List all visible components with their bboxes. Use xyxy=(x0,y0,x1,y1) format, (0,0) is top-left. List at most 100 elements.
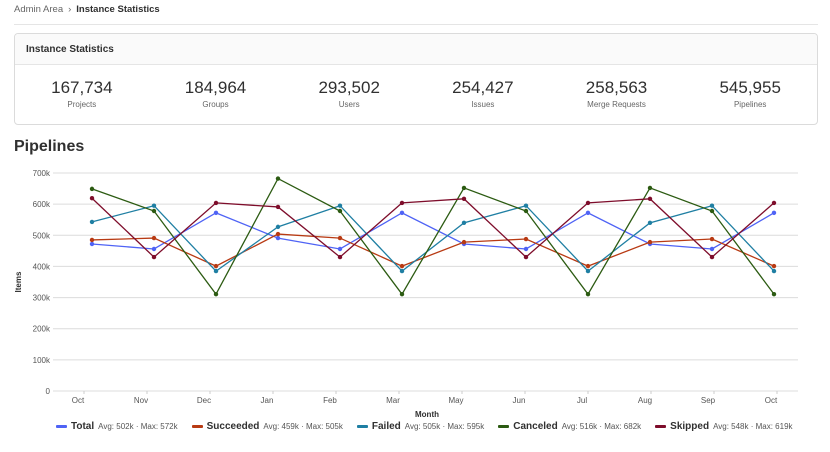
y-tick-label: 500k xyxy=(33,231,51,240)
stat-value: 545,955 xyxy=(719,78,781,97)
data-point[interactable] xyxy=(275,204,281,210)
data-point[interactable] xyxy=(523,236,529,242)
x-tick-label: Jan xyxy=(261,396,274,405)
data-point[interactable] xyxy=(399,210,405,216)
x-tick-label: Jun xyxy=(513,396,526,405)
stat-merge-requests: 258,563 Merge Requests xyxy=(550,78,684,109)
data-point[interactable] xyxy=(709,203,715,208)
series-line xyxy=(91,233,775,267)
data-point[interactable] xyxy=(399,291,405,297)
data-point[interactable] xyxy=(461,220,467,226)
data-point[interactable] xyxy=(337,208,343,214)
data-point[interactable] xyxy=(213,268,219,274)
data-point[interactable] xyxy=(89,196,95,201)
data-point[interactable] xyxy=(647,185,653,191)
series-failed xyxy=(89,203,777,274)
legend-item-failed[interactable]: Failed Avg: 505k · Max: 595k xyxy=(356,421,484,432)
breadcrumb-separator: › xyxy=(68,4,72,15)
data-point[interactable] xyxy=(337,203,343,208)
chart-legend: Total Avg: 502k · Max: 572k Succeeded Avg: … xyxy=(56,421,793,432)
data-point[interactable] xyxy=(151,203,157,208)
x-tick-label: Dec xyxy=(197,396,211,405)
data-point[interactable] xyxy=(399,268,405,274)
data-point[interactable] xyxy=(337,246,343,252)
stat-groups: 184,964 Groups xyxy=(149,78,283,109)
data-point[interactable] xyxy=(647,239,653,245)
legend-item-succeeded[interactable]: Succeeded Avg: 459k · Max: 505k xyxy=(191,421,343,432)
stat-label: Pipelines xyxy=(733,100,767,109)
data-point[interactable] xyxy=(399,200,405,206)
data-point[interactable] xyxy=(523,246,529,252)
data-point[interactable] xyxy=(647,220,653,226)
legend-name: Succeeded xyxy=(206,421,260,432)
data-point[interactable] xyxy=(275,176,281,181)
stat-value: 167,734 xyxy=(51,78,113,97)
data-point[interactable] xyxy=(337,235,343,241)
series-line xyxy=(91,197,775,258)
stat-label: Projects xyxy=(67,100,97,109)
data-point[interactable] xyxy=(523,203,529,208)
y-tick-label: 600k xyxy=(33,200,51,209)
data-point[interactable] xyxy=(151,208,157,214)
breadcrumb: Admin Area › Instance Statistics xyxy=(14,4,160,15)
legend-swatch xyxy=(356,425,368,428)
data-point[interactable] xyxy=(399,263,405,269)
data-point[interactable] xyxy=(709,236,715,242)
data-point[interactable] xyxy=(647,196,653,202)
data-point[interactable] xyxy=(89,241,95,247)
data-point[interactable] xyxy=(709,254,715,260)
legend-name: Canceled xyxy=(513,421,558,432)
data-point[interactable] xyxy=(213,200,219,206)
stat-value: 254,427 xyxy=(452,78,514,97)
stat-projects: 167,734 Projects xyxy=(15,78,149,109)
data-point[interactable] xyxy=(585,291,591,297)
data-point[interactable] xyxy=(89,237,95,243)
x-tick-label: Mar xyxy=(386,396,400,405)
legend-item-total[interactable]: Total Avg: 502k · Max: 572k xyxy=(56,421,178,432)
data-point[interactable] xyxy=(213,291,219,297)
data-point[interactable] xyxy=(213,210,219,216)
x-tick-label: Feb xyxy=(323,396,337,405)
series-line xyxy=(91,212,775,250)
data-point[interactable] xyxy=(523,254,529,260)
data-point[interactable] xyxy=(709,246,715,252)
legend-item-canceled[interactable]: Canceled Avg: 516k · Max: 682k xyxy=(498,421,641,432)
y-axis-label: Items xyxy=(14,271,23,292)
stat-label: Groups xyxy=(202,100,229,109)
data-point[interactable] xyxy=(585,268,591,274)
data-point[interactable] xyxy=(275,231,281,237)
breadcrumb-admin-area[interactable]: Admin Area xyxy=(14,4,64,15)
data-point[interactable] xyxy=(585,263,591,269)
data-point[interactable] xyxy=(771,263,777,269)
data-point[interactable] xyxy=(585,200,591,206)
data-point[interactable] xyxy=(771,291,777,297)
data-point[interactable] xyxy=(771,268,777,274)
divider xyxy=(14,24,818,25)
stat-issues: 254,427 Issues xyxy=(416,78,550,109)
legend-name: Failed xyxy=(371,421,401,432)
data-point[interactable] xyxy=(151,246,157,252)
data-point[interactable] xyxy=(89,186,95,192)
x-tick-label: May xyxy=(448,396,463,405)
data-point[interactable] xyxy=(275,235,281,241)
series-skipped xyxy=(89,196,777,260)
data-point[interactable] xyxy=(461,196,467,202)
data-point[interactable] xyxy=(337,254,343,260)
data-point[interactable] xyxy=(275,224,281,230)
data-point[interactable] xyxy=(461,185,467,191)
x-tick-label: Oct xyxy=(72,396,85,405)
data-point[interactable] xyxy=(151,235,157,241)
data-point[interactable] xyxy=(151,254,157,260)
data-point[interactable] xyxy=(461,239,467,245)
legend-stats: Avg: 502k · Max: 572k xyxy=(98,422,178,431)
data-point[interactable] xyxy=(523,208,529,214)
legend-item-skipped[interactable]: Skipped Avg: 548k · Max: 619k xyxy=(655,421,793,432)
data-point[interactable] xyxy=(771,200,777,206)
data-point[interactable] xyxy=(89,219,95,225)
x-tick-label: Oct xyxy=(765,396,778,405)
data-point[interactable] xyxy=(213,263,219,269)
data-point[interactable] xyxy=(709,208,715,214)
breadcrumb-current: Instance Statistics xyxy=(76,4,160,15)
data-point[interactable] xyxy=(771,210,777,216)
data-point[interactable] xyxy=(585,210,591,216)
